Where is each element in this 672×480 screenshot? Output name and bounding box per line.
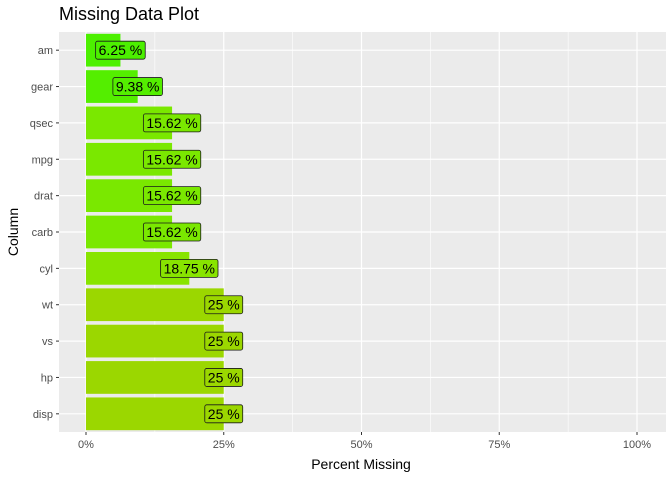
data-label-hp: 25 % [204, 368, 244, 387]
y-tick-label-vs: vs [42, 336, 54, 348]
data-label-box [204, 331, 244, 351]
data-label-text: 6.25 % [99, 42, 143, 58]
x-tick-label: 75% [488, 439, 510, 451]
bar-disp [86, 397, 224, 431]
data-label-box [95, 40, 146, 60]
y-tick-label-mpg: mpg [32, 154, 53, 166]
data-label-am: 6.25 % [95, 40, 146, 60]
y-tick-label-hp: hp [41, 372, 53, 384]
data-label-text: 15.62 % [146, 224, 197, 240]
y-tick-label-drat: drat [34, 191, 53, 203]
y-axis-ticks: am gear qsec mpg drat carb cyl wt vs hp disp [30, 45, 59, 421]
x-tick-label: 100% [623, 439, 651, 451]
bar-hp [86, 361, 224, 394]
data-label-text: 15.62 % [146, 115, 197, 131]
data-label-box [204, 404, 244, 424]
bar-vs [86, 324, 224, 358]
grid-lines [59, 32, 666, 432]
y-tick-label-wt: wt [41, 300, 53, 312]
data-label-drat: 15.62 % [142, 186, 202, 206]
data-label-disp: 25 % [204, 404, 244, 424]
data-label-box [142, 222, 202, 242]
data-label-carb: 15.62 % [142, 222, 202, 242]
chart-title: Missing Data Plot [59, 4, 199, 24]
data-label-box [204, 295, 244, 315]
data-label-text: 25 % [208, 369, 240, 385]
x-axis-ticks: 0% 25% 50% 75% 100% [78, 432, 651, 451]
x-tick-label: 0% [78, 439, 94, 451]
y-tick-label-cyl: cyl [40, 263, 53, 275]
data-label-text: 18.75 % [164, 260, 215, 276]
data-label-text: 15.62 % [146, 188, 197, 204]
data-label-text: 15.62 % [146, 151, 197, 167]
y-tick-label-am: am [38, 45, 53, 57]
data-label-text: 25 % [208, 297, 240, 313]
x-tick-label: 25% [213, 439, 235, 451]
data-label-vs: 25 % [204, 331, 244, 351]
data-label-mpg: 15.62 % [142, 149, 202, 169]
data-label-box [142, 186, 202, 206]
y-tick-label-gear: gear [31, 82, 53, 94]
data-label-text: 25 % [208, 333, 240, 349]
data-label-text: 9.38 % [116, 79, 160, 95]
data-labels: 6.25 % 9.38 % 15.62 % 15.62 % 15.62 % 15.62 %… [95, 40, 244, 424]
x-tick-label: 50% [350, 439, 372, 451]
data-label-box [112, 77, 163, 96]
data-label-box [160, 258, 219, 278]
data-label-box [142, 113, 202, 133]
data-label-gear: 9.38 % [112, 77, 163, 96]
x-axis-title: Percent Missing [311, 456, 411, 472]
data-label-qsec: 15.62 % [142, 113, 202, 133]
y-tick-label-carb: carb [32, 227, 53, 239]
y-axis-title: Column [5, 208, 21, 256]
bar-wt [86, 288, 224, 322]
data-label-box [204, 368, 244, 387]
data-label-text: 25 % [208, 406, 240, 422]
y-tick-label-disp: disp [33, 409, 53, 421]
data-label-box [142, 149, 202, 169]
data-label-wt: 25 % [204, 295, 244, 315]
data-label-cyl: 18.75 % [160, 258, 219, 278]
y-tick-label-qsec: qsec [30, 118, 54, 130]
